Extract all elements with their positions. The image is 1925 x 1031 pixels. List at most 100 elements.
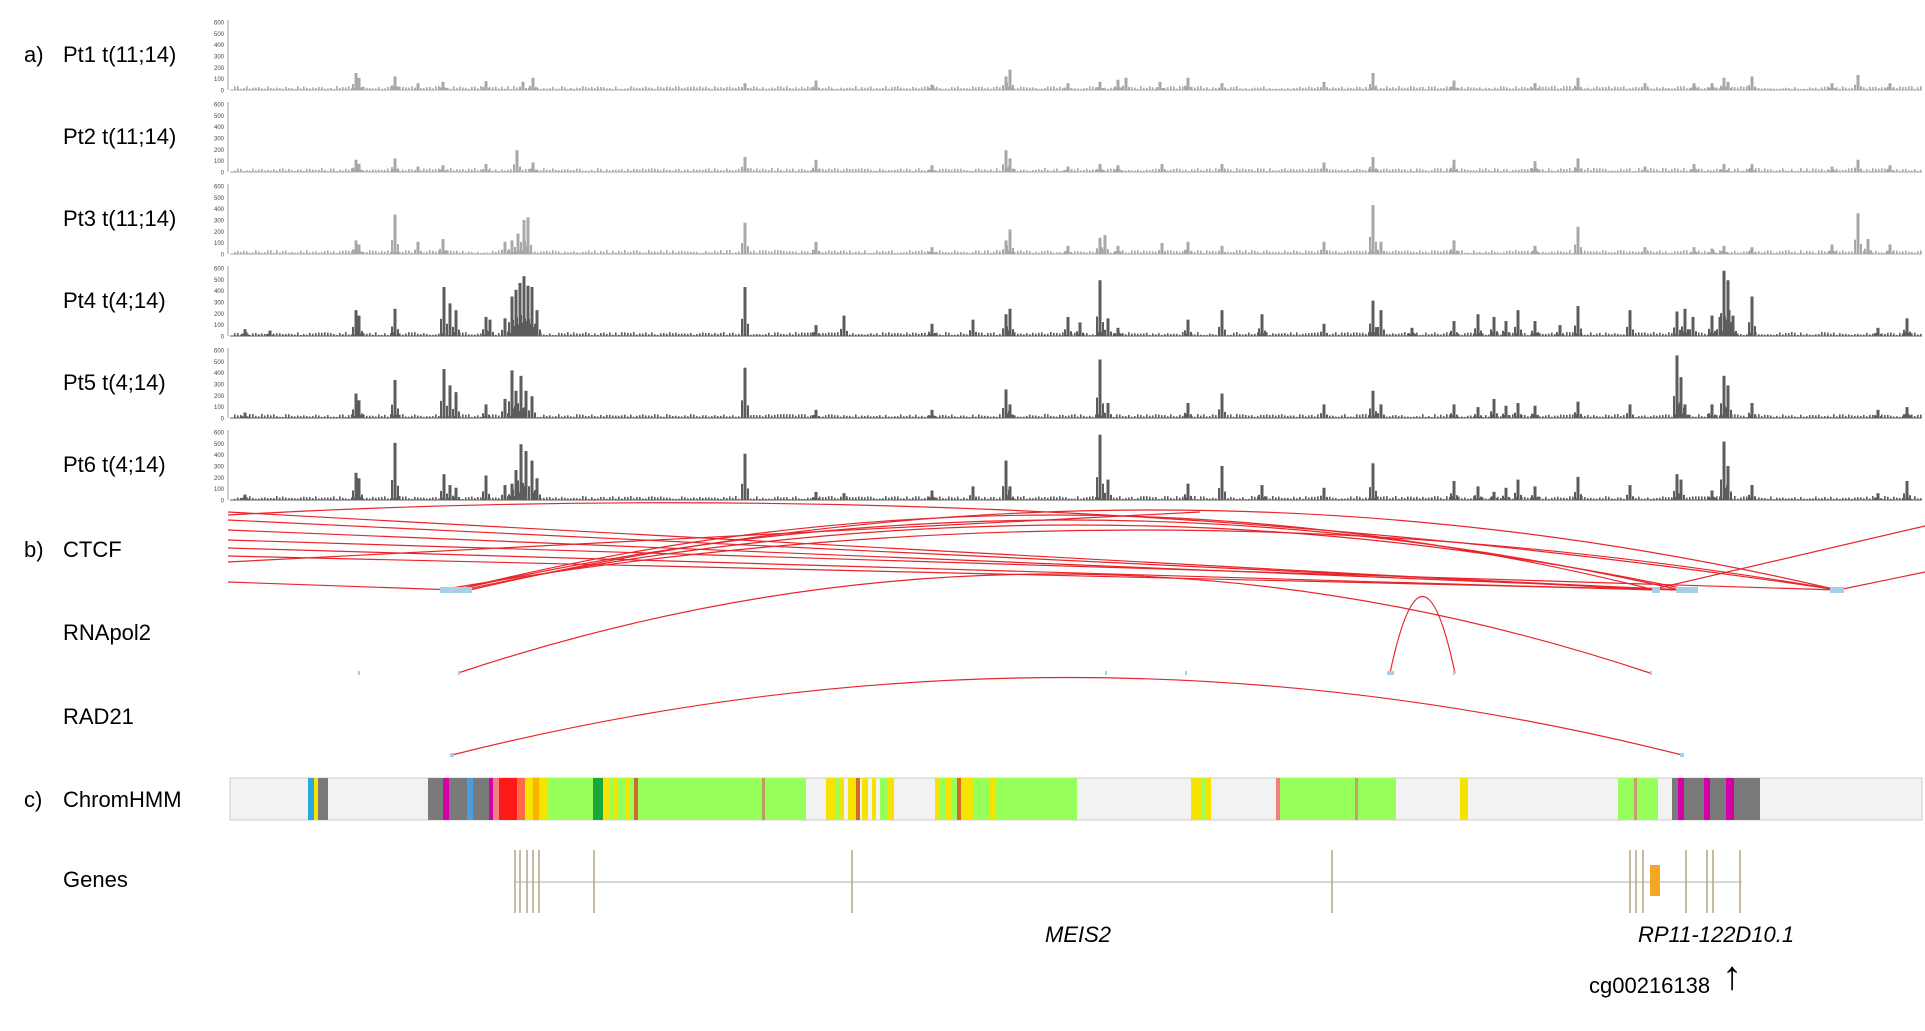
coverage-noise-bar <box>1137 169 1139 172</box>
coverage-noise-bar <box>1437 250 1439 254</box>
coverage-noise-bar <box>438 333 440 336</box>
coverage-noise-bar <box>1797 416 1799 418</box>
coverage-noise-bar <box>1611 170 1613 172</box>
coverage-noise-bar <box>333 416 335 418</box>
coverage-noise-bar <box>825 169 827 172</box>
coverage-noise-bar <box>1821 250 1823 254</box>
coverage-noise-bar <box>1605 168 1607 172</box>
coverage-noise-bar <box>1560 414 1562 418</box>
coverage-noise-bar <box>282 334 284 336</box>
coverage-noise-bar <box>1584 250 1586 254</box>
coverage-noise-bar <box>1329 250 1331 254</box>
coverage-peak-shoulder <box>1720 479 1722 500</box>
coverage-noise-bar <box>510 88 512 90</box>
coverage-peak-shoulder <box>1690 169 1692 172</box>
coverage-noise-bar <box>1245 498 1247 500</box>
coverage-noise-bar <box>681 250 683 254</box>
coverage-noise-bar <box>723 332 725 336</box>
coverage-noise-bar <box>780 250 782 254</box>
coverage-peak-shoulder <box>1502 413 1504 418</box>
coverage-noise-bar <box>924 86 926 90</box>
coverage-noise-bar <box>1608 496 1610 500</box>
coverage-noise-bar <box>795 496 797 500</box>
coverage-noise-bar <box>981 169 983 172</box>
chromhmm-state-segment <box>856 778 860 820</box>
coverage-noise-bar <box>876 416 878 418</box>
coverage-peak <box>1116 165 1120 172</box>
coverage-noise-bar <box>429 86 431 90</box>
coverage-noise-bar <box>1665 334 1667 336</box>
coverage-noise-bar <box>885 86 887 90</box>
coverage-noise-bar <box>1512 251 1514 254</box>
coverage-noise-bar <box>1584 415 1586 418</box>
coverage-noise-bar <box>1779 416 1781 418</box>
coverage-noise-bar <box>1146 169 1148 172</box>
coverage-noise-bar <box>897 86 899 90</box>
coverage-noise-bar <box>1440 497 1442 500</box>
coverage-noise-bar <box>984 415 986 418</box>
coverage-noise-bar <box>876 250 878 254</box>
coverage-noise-bar <box>921 415 923 418</box>
coverage-noise-bar <box>1782 251 1784 254</box>
coverage-peak-shoulder <box>741 166 743 172</box>
coverage-noise-bar <box>1356 496 1358 500</box>
coverage-peak-shoulder <box>1531 251 1533 254</box>
coverage-noise-bar <box>780 497 782 500</box>
coverage-noise-bar <box>1653 88 1655 90</box>
ctcf-arc-line <box>227 547 1656 591</box>
coverage-noise-bar <box>1605 496 1607 500</box>
coverage-noise-bar <box>633 250 635 254</box>
coverage-noise-bar <box>909 169 911 172</box>
coverage-noise-bar <box>1530 86 1532 90</box>
coverage-noise-bar <box>891 170 893 172</box>
coverage-noise-bar <box>759 250 761 254</box>
coverage-noise-bar <box>1215 251 1217 254</box>
coverage-peak-shoulder <box>1375 241 1377 254</box>
coverage-peak <box>1410 327 1414 336</box>
coverage-peak-shoulder <box>488 414 490 418</box>
coverage-noise-bar <box>1314 416 1316 418</box>
coverage-peak-shoulder <box>1748 412 1750 418</box>
coverage-noise-bar <box>1812 168 1814 172</box>
coverage-noise-bar <box>345 168 347 172</box>
coverage-noise-bar <box>1599 87 1601 90</box>
coverage-noise-bar <box>1248 252 1250 254</box>
coverage-noise-bar <box>900 168 902 172</box>
coverage-noise-bar <box>1611 498 1613 500</box>
coverage-noise-bar <box>921 87 923 90</box>
coverage-peak-shoulder <box>1537 169 1539 172</box>
coverage-peak-shoulder <box>934 415 936 418</box>
coverage-noise-bar <box>1032 332 1034 336</box>
coverage-noise-bar <box>897 332 899 336</box>
coverage-noise-bar <box>591 86 593 90</box>
coverage-noise-bar <box>1845 251 1847 254</box>
coverage-noise-bar <box>1257 415 1259 418</box>
coverage-peak-shoulder <box>1326 496 1328 500</box>
coverage-noise-bar <box>1638 87 1640 90</box>
coverage-noise-bar <box>480 497 482 500</box>
coverage-noise-bar <box>927 170 929 172</box>
coverage-noise-bar <box>1911 170 1913 172</box>
coverage-noise-bar <box>1173 416 1175 418</box>
coverage-noise-bar <box>1644 415 1646 418</box>
rp11-gene-exon <box>1650 865 1660 896</box>
coverage-peak-shoulder <box>1184 330 1186 336</box>
coverage-noise-bar <box>963 88 965 90</box>
coverage-noise-bar <box>921 170 923 172</box>
coverage-noise-bar <box>924 416 926 418</box>
coverage-noise-bar <box>1566 252 1568 254</box>
coverage-noise-bar <box>1215 415 1217 418</box>
coverage-noise-bar <box>903 88 905 90</box>
coverage-noise-bar <box>1737 498 1739 500</box>
coverage-noise-bar <box>1851 415 1853 418</box>
coverage-peak-shoulder <box>1677 492 1679 500</box>
coverage-noise-bar <box>726 498 728 500</box>
coverage-noise-bar <box>936 86 938 90</box>
coverage-noise-bar <box>1911 251 1913 254</box>
coverage-noise-bar <box>1074 498 1076 500</box>
coverage-noise-bar <box>1656 415 1658 418</box>
coverage-peak-shoulder <box>391 326 393 336</box>
track-tick-label: 200 <box>214 312 225 318</box>
coverage-noise-bar <box>1494 168 1496 172</box>
coverage-peak-shoulder <box>1828 87 1830 90</box>
